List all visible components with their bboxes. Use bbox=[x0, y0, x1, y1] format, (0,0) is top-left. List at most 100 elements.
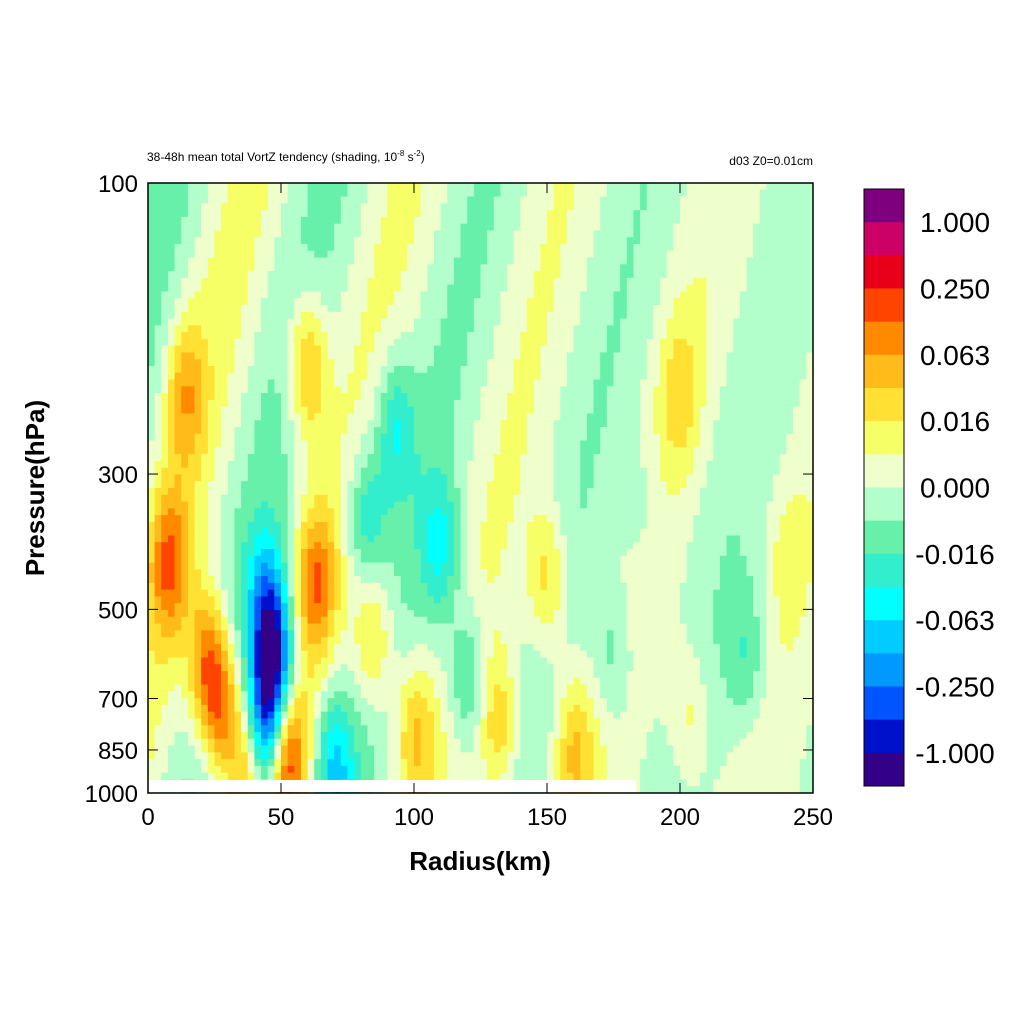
heatmap-cell bbox=[407, 738, 415, 747]
heatmap-cell bbox=[493, 772, 502, 781]
heatmap-cell bbox=[340, 352, 349, 360]
heatmap-cell bbox=[460, 630, 468, 638]
heatmap-cell bbox=[300, 677, 309, 686]
heatmap-cell bbox=[447, 264, 455, 272]
heatmap-cell bbox=[433, 671, 442, 679]
heatmap-cell bbox=[360, 298, 369, 306]
heatmap-cell bbox=[194, 189, 202, 198]
heatmap-cell bbox=[473, 359, 482, 367]
heatmap-cell bbox=[394, 657, 402, 665]
heatmap-cell bbox=[201, 569, 209, 577]
heatmap-cell bbox=[360, 284, 369, 293]
heatmap-cell bbox=[281, 684, 289, 692]
heatmap-cell bbox=[433, 691, 442, 699]
heatmap-cell bbox=[201, 305, 209, 313]
heatmap-cell bbox=[247, 379, 255, 387]
heatmap-cell bbox=[387, 576, 395, 584]
heatmap-cell bbox=[227, 271, 236, 279]
heatmap-cell bbox=[374, 311, 382, 320]
heatmap-cell bbox=[148, 657, 156, 665]
heatmap-cell bbox=[334, 508, 342, 516]
heatmap-cell bbox=[307, 664, 315, 672]
heatmap-cell bbox=[507, 250, 515, 259]
heatmap-cell bbox=[460, 691, 468, 699]
heatmap-cell bbox=[407, 352, 415, 360]
heatmap-cell bbox=[453, 562, 462, 570]
heatmap-cell bbox=[360, 474, 369, 482]
heatmap-cell bbox=[314, 277, 322, 286]
heatmap-cell bbox=[453, 277, 462, 286]
heatmap-cell bbox=[227, 210, 236, 218]
heatmap-cell bbox=[387, 460, 395, 469]
heatmap-cell bbox=[314, 589, 322, 598]
heatmap-cell bbox=[460, 467, 468, 476]
heatmap-cell bbox=[281, 528, 289, 537]
heatmap-cell bbox=[281, 284, 289, 293]
heatmap-cell bbox=[267, 284, 275, 293]
heatmap-cell bbox=[460, 501, 468, 509]
heatmap-cell bbox=[394, 345, 402, 354]
heatmap-cell bbox=[440, 203, 448, 211]
heatmap-cell bbox=[400, 562, 408, 570]
heatmap-cell bbox=[360, 183, 369, 191]
heatmap-cell bbox=[174, 725, 182, 733]
heatmap-cell bbox=[181, 223, 189, 232]
heatmap-cell bbox=[320, 501, 329, 509]
heatmap-cell bbox=[174, 183, 182, 191]
heatmap-cell bbox=[394, 684, 402, 692]
heatmap-cell bbox=[387, 338, 395, 347]
heatmap-cell bbox=[460, 311, 468, 320]
heatmap-cell bbox=[161, 420, 169, 428]
heatmap-cell bbox=[167, 420, 176, 428]
heatmap-cell bbox=[148, 623, 156, 631]
heatmap-cell bbox=[320, 623, 329, 631]
heatmap-cell bbox=[473, 338, 482, 347]
heatmap-cell bbox=[460, 284, 468, 293]
heatmap-cell bbox=[181, 481, 189, 489]
heatmap-cell bbox=[380, 637, 388, 645]
heatmap-cell bbox=[460, 637, 468, 645]
heatmap-cell bbox=[334, 237, 342, 245]
heatmap-cell bbox=[473, 406, 482, 415]
heatmap-cell bbox=[460, 399, 468, 408]
heatmap-cell bbox=[148, 684, 156, 692]
heatmap-cell bbox=[433, 420, 442, 428]
heatmap-cell bbox=[374, 718, 382, 726]
heatmap-cell bbox=[214, 704, 222, 713]
heatmap-cell bbox=[214, 765, 222, 774]
heatmap-cell bbox=[394, 366, 402, 374]
heatmap-cell bbox=[314, 501, 322, 509]
heatmap-cell bbox=[460, 508, 468, 516]
heatmap-cell bbox=[194, 555, 202, 564]
heatmap-cell bbox=[380, 433, 388, 442]
heatmap-cell bbox=[261, 474, 269, 482]
heatmap-cell bbox=[360, 338, 369, 347]
heatmap-cell bbox=[207, 257, 216, 265]
heatmap-cell bbox=[500, 569, 508, 577]
heatmap-cell bbox=[181, 508, 189, 516]
heatmap-cell bbox=[374, 250, 382, 259]
heatmap-cell bbox=[334, 244, 342, 252]
heatmap-cell bbox=[247, 399, 255, 408]
heatmap-cell bbox=[161, 589, 169, 598]
heatmap-cell bbox=[400, 684, 408, 692]
heatmap-cell bbox=[207, 244, 216, 252]
heatmap-cell bbox=[493, 698, 502, 706]
heatmap-cell bbox=[367, 372, 375, 381]
heatmap-cell bbox=[261, 393, 269, 401]
heatmap-cell bbox=[300, 264, 309, 272]
heatmap-cell bbox=[320, 698, 329, 706]
heatmap-cell bbox=[487, 718, 495, 726]
heatmap-cell bbox=[241, 264, 249, 272]
heatmap-cell bbox=[221, 528, 229, 537]
heatmap-cell bbox=[447, 637, 455, 645]
heatmap-cell bbox=[221, 366, 229, 374]
heatmap-cell bbox=[327, 406, 335, 415]
heatmap-cell bbox=[420, 250, 428, 259]
heatmap-cell bbox=[354, 603, 362, 611]
heatmap-cell bbox=[307, 454, 315, 462]
heatmap-cell bbox=[247, 576, 255, 584]
heatmap-cell bbox=[207, 630, 216, 638]
heatmap-cell bbox=[307, 596, 315, 604]
heatmap-cell bbox=[360, 596, 369, 604]
